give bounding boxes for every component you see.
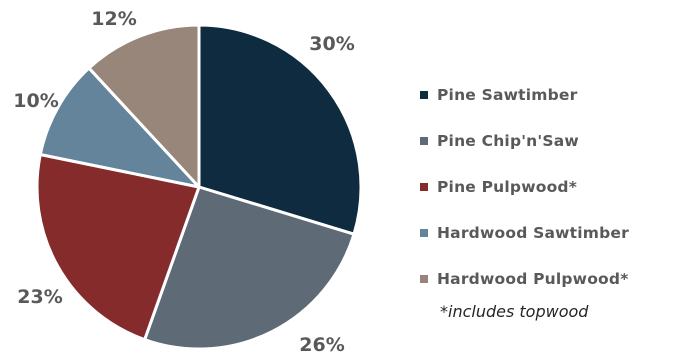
pie-slice-hardwood-pulpwood xyxy=(87,23,201,189)
legend-footnote: *includes topwood xyxy=(440,302,589,321)
slice-value-label: 12% xyxy=(91,8,136,30)
legend-swatch xyxy=(420,275,428,283)
legend-label: Hardwood Sawtimber xyxy=(437,224,629,242)
legend-swatch xyxy=(420,183,428,191)
legend-item-hardwood-sawtimber: Hardwood Sawtimber xyxy=(420,210,629,256)
legend-label: Pine Pulpwood* xyxy=(437,178,578,196)
slice-value-label: 26% xyxy=(299,334,344,353)
pie-slice-pine-pulpwood xyxy=(35,152,201,342)
legend-swatch xyxy=(420,137,428,145)
legend-swatch xyxy=(420,91,428,99)
legend-item-pine-chipnsaw: Pine Chip'n'Saw xyxy=(420,118,629,164)
pie-slice-pine-chip-n-saw xyxy=(143,185,356,351)
legend-label: Pine Sawtimber xyxy=(437,86,578,104)
legend-item-hardwood-pulpwood: Hardwood Pulpwood* xyxy=(420,256,629,302)
legend-label: Hardwood Pulpwood* xyxy=(437,270,629,288)
slice-value-label: 30% xyxy=(309,33,354,55)
slice-value-label: 23% xyxy=(17,286,62,308)
legend-item-pine-pulpwood: Pine Pulpwood* xyxy=(420,164,629,210)
slice-value-label: 10% xyxy=(13,90,58,112)
pie-slice-hardwood-sawtimber xyxy=(38,66,201,189)
pie-slice-pine-sawtimber xyxy=(197,23,363,236)
legend-swatch xyxy=(420,229,428,237)
legend-item-pine-sawtimber: Pine Sawtimber xyxy=(420,72,629,118)
chart-legend: Pine Sawtimber Pine Chip'n'Saw Pine Pulp… xyxy=(420,72,629,302)
legend-label: Pine Chip'n'Saw xyxy=(437,132,579,150)
